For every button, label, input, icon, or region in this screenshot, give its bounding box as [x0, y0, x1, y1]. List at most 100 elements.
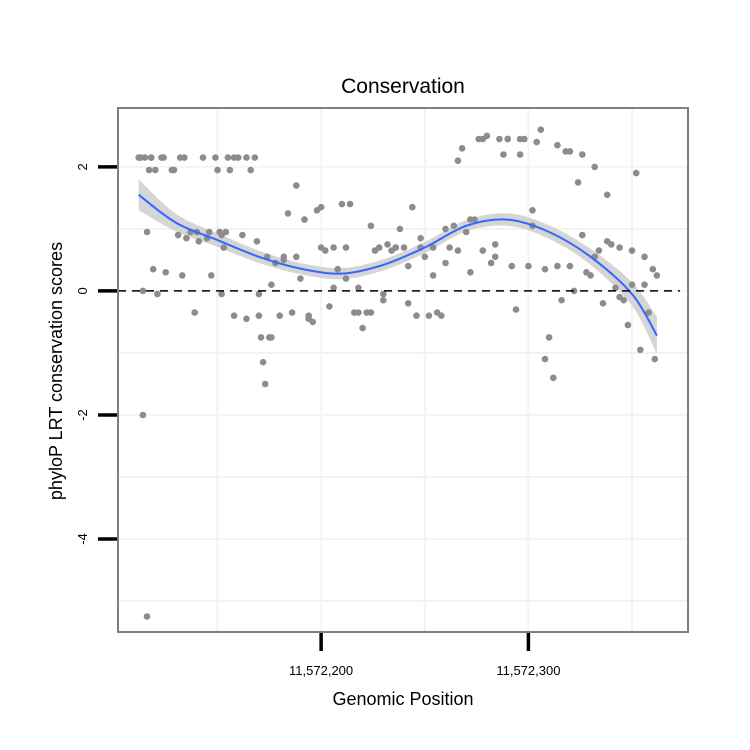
data-point: [179, 272, 186, 279]
data-point: [645, 309, 652, 316]
data-point: [417, 234, 424, 242]
data-point: [288, 309, 296, 316]
data-point: [579, 151, 586, 158]
data-point: [533, 138, 540, 146]
x-tick-label: 11,572,300: [496, 663, 560, 678]
data-point: [442, 259, 449, 267]
data-point: [487, 259, 495, 267]
data-point: [512, 306, 520, 313]
data-point: [143, 228, 151, 236]
data-point: [280, 256, 288, 264]
data-point: [293, 182, 300, 189]
data-point: [392, 244, 400, 251]
data-point: [438, 312, 445, 320]
data-point: [276, 312, 284, 320]
data-point: [218, 290, 225, 298]
data-point: [396, 225, 404, 233]
data-point: [139, 287, 147, 295]
data-point: [541, 355, 549, 363]
data-point: [516, 151, 524, 158]
data-point: [239, 231, 246, 239]
data-point: [268, 281, 275, 289]
panel-background: [118, 108, 688, 632]
data-point: [649, 265, 657, 273]
data-point: [214, 166, 221, 174]
data-point: [162, 269, 169, 276]
data-point: [603, 191, 611, 199]
data-point: [429, 272, 437, 279]
data-point: [458, 145, 466, 152]
data-point: [545, 334, 553, 341]
data-point: [284, 210, 292, 217]
data-point: [253, 238, 261, 245]
x-axis: 11,572,200 11,572,300: [289, 633, 560, 678]
x-axis-title: Genomic Position: [332, 689, 473, 709]
data-point: [208, 272, 215, 279]
data-point: [181, 154, 188, 161]
data-point: [628, 247, 636, 254]
data-point: [516, 135, 524, 143]
data-point: [479, 247, 487, 254]
data-point: [195, 238, 203, 245]
data-point: [566, 148, 574, 155]
data-point: [226, 166, 234, 174]
data-point: [384, 241, 391, 248]
y-axis-title: phyloP LRT conservation scores: [46, 242, 66, 500]
data-point: [413, 312, 420, 320]
data-point: [579, 231, 586, 239]
data-point: [205, 228, 213, 236]
data-point: [317, 203, 325, 211]
y-tick-label: -2: [75, 409, 90, 421]
data-point: [375, 244, 383, 251]
y-axis: 2 0 -2 -4: [75, 163, 117, 545]
data-point: [338, 200, 346, 208]
smooth-trend-line: [138, 194, 658, 337]
data-point: [230, 154, 238, 161]
data-point: [566, 262, 574, 270]
data-point: [293, 253, 300, 261]
data-point: [491, 241, 499, 248]
data-point: [326, 303, 333, 310]
data-point: [637, 346, 644, 354]
panel-border: [117, 107, 689, 633]
data-point: [467, 216, 474, 223]
data-point: [454, 157, 462, 164]
data-point: [425, 312, 433, 320]
data-point: [454, 247, 462, 254]
data-point: [168, 166, 176, 174]
data-point: [334, 265, 342, 273]
data-point: [404, 262, 412, 270]
grid: [118, 108, 688, 632]
data-point: [595, 247, 603, 254]
data-point: [496, 135, 503, 143]
data-point: [212, 154, 219, 161]
data-point: [305, 315, 313, 323]
data-point: [355, 309, 362, 316]
data-point: [143, 613, 151, 620]
data-point: [147, 154, 155, 161]
data-point: [462, 228, 470, 236]
data-point: [342, 244, 350, 251]
data-point: [183, 234, 190, 242]
data-point: [330, 244, 337, 251]
data-point: [346, 200, 354, 208]
data-point: [624, 321, 632, 329]
data-point: [359, 324, 366, 332]
data-point: [297, 275, 304, 282]
data-point: [479, 135, 487, 143]
data-point: [628, 281, 636, 289]
data-point: [367, 222, 375, 230]
data-point: [380, 296, 387, 304]
data-point: [632, 169, 640, 177]
data-point: [255, 290, 263, 298]
data-point: [355, 284, 362, 292]
data-point: [558, 296, 565, 304]
data-point: [268, 334, 275, 341]
data-point: [218, 231, 225, 239]
data-point: [247, 166, 254, 174]
data-point: [574, 179, 582, 186]
data-point: [322, 247, 329, 254]
data-point: [508, 262, 516, 270]
data-point: [139, 411, 147, 419]
data-point: [653, 272, 661, 279]
